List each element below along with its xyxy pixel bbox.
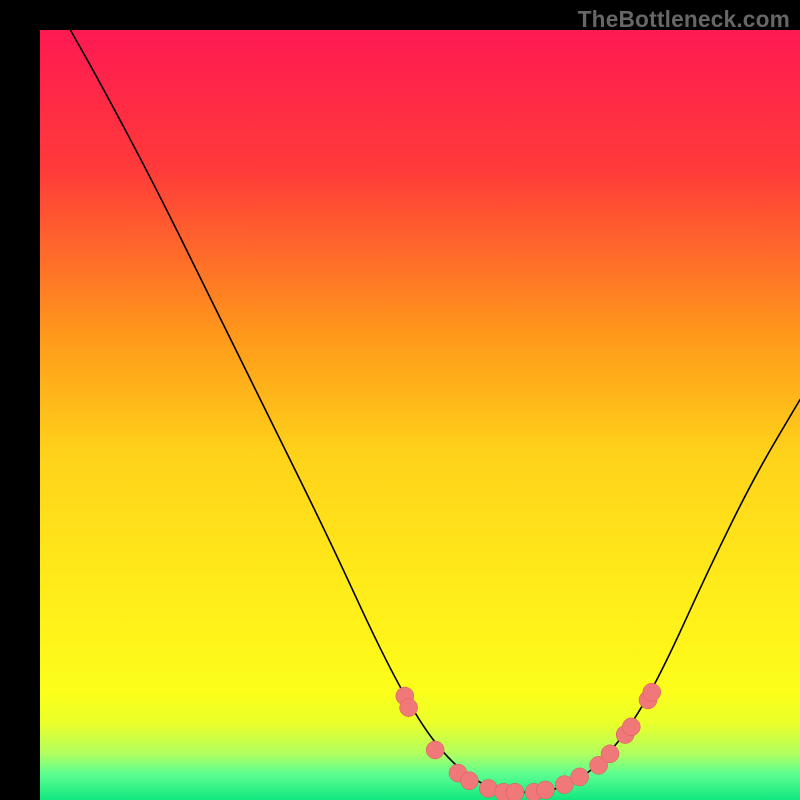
chart-svg (0, 0, 800, 800)
marker-point (643, 683, 661, 701)
plot-background (40, 30, 800, 800)
marker-point (426, 741, 444, 759)
marker-point (506, 783, 524, 800)
marker-point (622, 718, 640, 736)
marker-point (400, 699, 418, 717)
bottleneck-chart: TheBottleneck.com (0, 0, 800, 800)
marker-point (571, 768, 589, 786)
marker-point (460, 772, 478, 790)
marker-point (536, 781, 554, 799)
watermark-label: TheBottleneck.com (578, 6, 790, 33)
marker-point (601, 745, 619, 763)
